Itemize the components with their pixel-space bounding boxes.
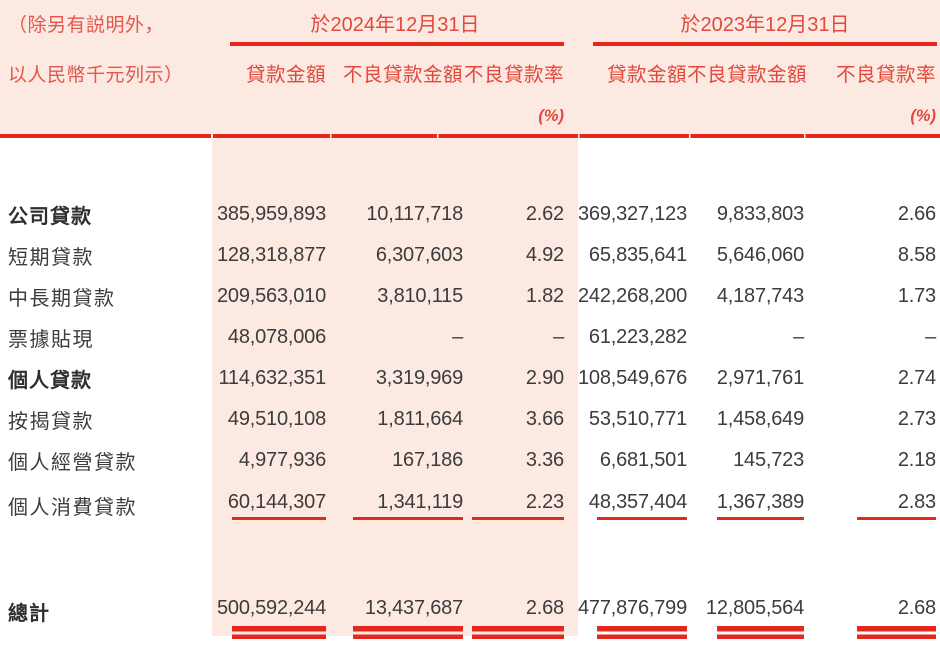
npl-ratio-2024: 2.62 (525, 203, 564, 225)
row-label: 個人經營貸款 (8, 452, 137, 474)
npl-ratio-2023: 2.83 (804, 481, 940, 522)
npl-ratio-2023: 2.73 (897, 408, 936, 430)
npl-amount-2024: 6,307,603 (375, 244, 463, 266)
npl-amount-2024: 1,811,664 (377, 408, 463, 430)
spacer-row (0, 522, 940, 597)
npl-amount-2023: 1,458,649 (716, 408, 804, 430)
row-personal-business-loans: 個人經營貸款 4,977,936 167,186 3.36 6,681,501 … (0, 440, 940, 481)
row-label: 中長期貸款 (8, 288, 116, 310)
spacer-row (0, 134, 940, 194)
group-header-2024: 於2024年12月31日 (310, 14, 480, 36)
npl-ratio-2023: – (925, 326, 936, 348)
npl-ratio-2024: 2.90 (525, 367, 564, 389)
row-medium-long-term-loans: 中長期貸款 209,563,010 3,810,115 1.82 242,268… (0, 276, 940, 317)
row-personal-consumption-loans: 個人消費貸款 60,144,307 1,341,119 2.23 48,357,… (0, 481, 940, 522)
npl-amount-2024: 10,117,718 (366, 203, 463, 225)
loan-amount-2024: 4,977,936 (238, 449, 326, 471)
npl-amount-2024: – (452, 326, 463, 348)
npl-amount-2023: 5,646,060 (716, 244, 804, 266)
loan-amount-2023: 477,876,799 (578, 597, 687, 643)
loan-amount-2024: 128,318,877 (216, 244, 326, 266)
row-label: 個人貸款 (8, 370, 92, 392)
loan-amount-2023: 61,223,282 (588, 326, 687, 348)
group-underline-2024 (230, 42, 564, 46)
loan-amount-2024: 385,959,893 (216, 203, 326, 225)
row-label: 公司貸款 (8, 206, 92, 228)
column-header-row: 以人民幣千元列示） 貸款金額 不良貸款金額 不良貸款率 貸款金額 不良貸款金額 … (0, 54, 940, 94)
npl-ratio-2023: 2.66 (897, 203, 936, 225)
npl-amount-2023: 2,971,761 (716, 367, 804, 389)
unit-row: (%) (%) (0, 94, 940, 134)
row-label: 票據貼現 (8, 329, 94, 351)
col-header-loan-amount-2023: 貸款金額 (606, 64, 687, 86)
npl-amount-2023: – (793, 326, 804, 348)
npl-ratio-2023: 2.74 (897, 367, 936, 389)
unit-note-line1: （除另有説明外， (8, 15, 165, 36)
percent-unit-2023: (%) (910, 107, 936, 125)
group-underline-2023 (593, 42, 937, 46)
loan-amount-2023: 48,357,404 (578, 481, 687, 522)
npl-amount-2024: 3,810,115 (377, 285, 463, 307)
npl-amount-2023: 1,367,389 (687, 481, 804, 522)
loan-amount-2023: 369,327,123 (578, 203, 688, 225)
header-divider-rule (0, 134, 940, 138)
loan-amount-2024: 60,144,307 (212, 481, 326, 522)
npl-amount-2023: 4,187,743 (716, 285, 804, 307)
loan-amount-2023: 242,268,200 (578, 285, 688, 307)
group-underline-row (0, 42, 940, 54)
loan-amount-2023: 65,835,641 (588, 244, 687, 266)
row-total: 總計 500,592,244 13,437,687 2.68 477,876,7… (0, 597, 940, 643)
npl-amount-2023: 9,833,803 (716, 203, 804, 225)
npl-ratio-2023: 2.18 (897, 449, 936, 471)
npl-ratio-2024: – (553, 326, 564, 348)
loan-amount-2024: 49,510,108 (227, 408, 326, 430)
unit-note-line2: 以人民幣千元列示） (8, 65, 184, 86)
loan-amount-2024: 114,632,351 (218, 367, 326, 389)
npl-ratio-2024: 4.92 (525, 244, 564, 266)
col-header-loan-amount-2024: 貸款金額 (245, 64, 326, 86)
loan-amount-2024: 500,592,244 (212, 597, 326, 643)
loan-amount-2024: 48,078,006 (227, 326, 326, 348)
npl-ratio-2024: 2.23 (463, 481, 578, 522)
col-header-npl-amount-2024: 不良貸款金額 (342, 64, 463, 86)
row-label: 總計 (8, 603, 50, 625)
npl-amount-2023: 12,805,564 (687, 597, 804, 643)
percent-unit-2024: (%) (538, 107, 564, 125)
loan-amount-2024: 209,563,010 (216, 285, 326, 307)
group-header-2023: 於2023年12月31日 (680, 14, 850, 36)
npl-amount-2024: 3,319,969 (375, 367, 463, 389)
group-header-row: （除另有説明外， 於2024年12月31日 於2023年12月31日 (0, 0, 940, 42)
npl-ratio-2023: 8.58 (897, 244, 936, 266)
npl-ratio-2024: 1.82 (525, 285, 564, 307)
npl-ratio-2023: 1.73 (897, 285, 936, 307)
row-short-term-loans: 短期貸款 128,318,877 6,307,603 4.92 65,835,6… (0, 235, 940, 276)
npl-ratio-2023: 2.68 (804, 597, 940, 643)
npl-ratio-2024: 3.36 (525, 449, 564, 471)
col-header-npl-ratio-2023: 不良貸款率 (835, 64, 936, 86)
row-corporate-loans: 公司貸款 385,959,893 10,117,718 2.62 369,327… (0, 194, 940, 235)
row-label: 按揭貸款 (8, 411, 94, 433)
npl-amount-2023: 145,723 (733, 449, 804, 471)
header-background (0, 0, 940, 136)
npl-amount-2024: 13,437,687 (326, 597, 463, 643)
npl-ratio-2024: 2.68 (463, 597, 578, 643)
loan-amount-2023: 6,681,501 (599, 449, 687, 471)
row-label: 短期貸款 (8, 247, 94, 269)
row-label: 個人消費貸款 (8, 497, 137, 519)
row-mortgage-loans: 按揭貸款 49,510,108 1,811,664 3.66 53,510,77… (0, 399, 940, 440)
row-personal-loans: 個人貸款 114,632,351 3,319,969 2.90 108,549,… (0, 358, 940, 399)
row-bill-discounting: 票據貼現 48,078,006 – – 61,223,282 – – (0, 317, 940, 358)
npl-ratio-2024: 3.66 (525, 408, 564, 430)
npl-amount-2024: 167,186 (392, 449, 463, 471)
npl-amount-2024: 1,341,119 (326, 481, 463, 522)
col-header-npl-ratio-2024: 不良貸款率 (463, 64, 564, 86)
col-header-npl-amount-2023: 不良貸款金額 (687, 64, 808, 86)
highlight-band-2024 (212, 136, 578, 636)
loan-amount-2023: 108,549,676 (578, 367, 688, 389)
loan-amount-2023: 53,510,771 (588, 408, 687, 430)
